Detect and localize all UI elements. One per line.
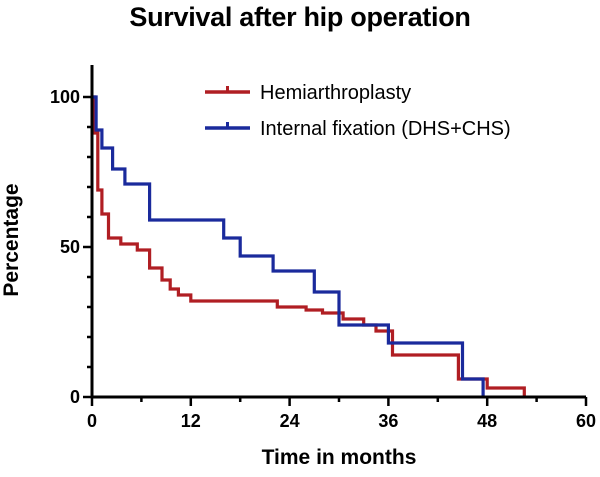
x-tick-label: 60: [576, 411, 596, 431]
chart-title: Survival after hip operation: [129, 2, 471, 32]
legend-label: Hemiarthroplasty: [260, 82, 411, 104]
x-tick-label: 0: [87, 411, 97, 431]
series-line-1: [92, 95, 526, 397]
y-tick-label: 100: [50, 87, 80, 107]
x-tick-label: 24: [280, 411, 300, 431]
x-tick-label: 36: [378, 411, 398, 431]
x-tick-label: 12: [181, 411, 201, 431]
y-tick-label: 0: [70, 387, 80, 407]
legend-entry: Internal fixation (DHS+CHS): [205, 118, 511, 140]
x-axis-label: Time in months: [261, 446, 417, 469]
series-line-2: [92, 95, 485, 397]
y-tick-label: 50: [60, 237, 80, 257]
legend-entry: Hemiarthroplasty: [205, 82, 411, 104]
x-tick-label: 48: [477, 411, 497, 431]
legend-label: Internal fixation (DHS+CHS): [260, 118, 511, 140]
